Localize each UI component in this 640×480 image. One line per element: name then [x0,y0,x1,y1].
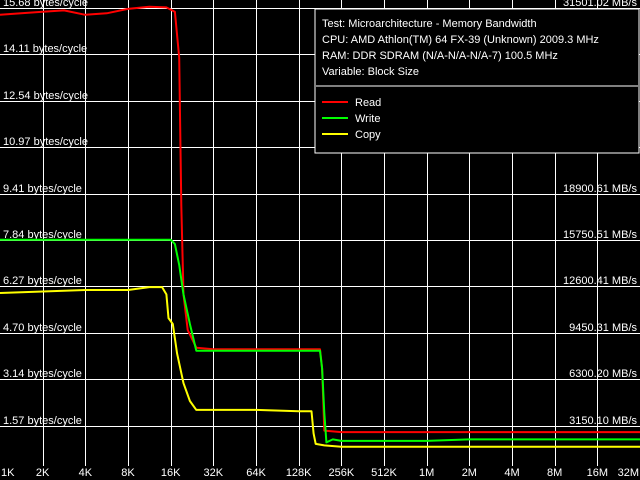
x-tick-label: 1M [419,467,434,479]
x-tick-label: 256K [328,467,354,479]
info-legend-box: Test: Microarchitecture - Memory Bandwid… [314,8,640,154]
y-tick-label-left: 4.70 bytes/cycle [3,322,82,334]
legend-frame [314,8,640,154]
x-tick-label: 4M [504,467,519,479]
y-tick-label-left: 3.14 bytes/cycle [3,368,82,380]
y-tick-label-right: 31501.02 MB/s [563,0,637,9]
y-tick-label-right: 15750.51 MB/s [563,229,637,241]
y-tick-label-right: 12600.41 MB/s [563,275,637,287]
x-tick-label: 32K [204,467,224,479]
x-tick-label: 2M [462,467,477,479]
y-tick-label-left: 14.11 bytes/cycle [3,43,87,55]
x-tick-label: 16K [161,467,181,479]
x-tick-label: 2K [36,467,50,479]
x-tick-label: 512K [371,467,397,479]
legend-label-write: Write [355,113,380,125]
x-axis: 1K 2K 4K 8K 16K 32K 64K 128K 256K 512K 1M 2M 4M 8M 16M… [1,467,639,479]
y-tick-label-left: 12.54 bytes/cycle [3,90,88,102]
y-tick-label-right: 9450.31 MB/s [569,322,637,334]
info-cpu: CPU: AMD Athlon(TM) 64 FX-39 (Unknown) 2… [322,34,599,46]
series-lines [0,5,640,448]
y-axis-left: 15.68 bytes/cycle 14.11 bytes/cycle 12.54 … [3,0,88,427]
x-tick-label: 8M [547,467,562,479]
y-tick-label-left: 10.97 bytes/cycle [3,136,88,148]
y-tick-label-left: 1.57 bytes/cycle [3,415,82,427]
y-tick-label-left: 7.84 bytes/cycle [3,229,82,241]
x-tick-label: 4K [79,467,93,479]
y-tick-label-left: 15.68 bytes/cycle [3,0,88,9]
y-tick-label-left: 6.27 bytes/cycle [3,275,82,287]
x-tick-label: 128K [286,467,312,479]
y-tick-label-left: 9.41 bytes/cycle [3,183,82,195]
y-tick-label-right: 18900.61 MB/s [563,183,637,195]
info-test: Test: Microarchitecture - Memory Bandwid… [322,18,537,30]
x-tick-label: 64K [246,467,266,479]
series-line-copy [0,286,640,448]
x-tick-label: 1K [1,467,15,479]
x-tick-label: 8K [121,467,135,479]
info-variable: Variable: Block Size [322,66,419,78]
x-tick-label: 16M [587,467,608,479]
legend-label-read: Read [355,97,381,109]
y-tick-label-right: 3150.10 MB/s [569,415,637,427]
legend-label-copy: Copy [355,129,381,141]
y-tick-label-right: 6300.20 MB/s [569,368,637,380]
info-ram: RAM: DDR SDRAM (N/A-N/A-N/A-7) 100.5 MHz [322,50,558,62]
series-line-write [0,238,640,444]
x-tick-label: 32M [618,467,639,479]
